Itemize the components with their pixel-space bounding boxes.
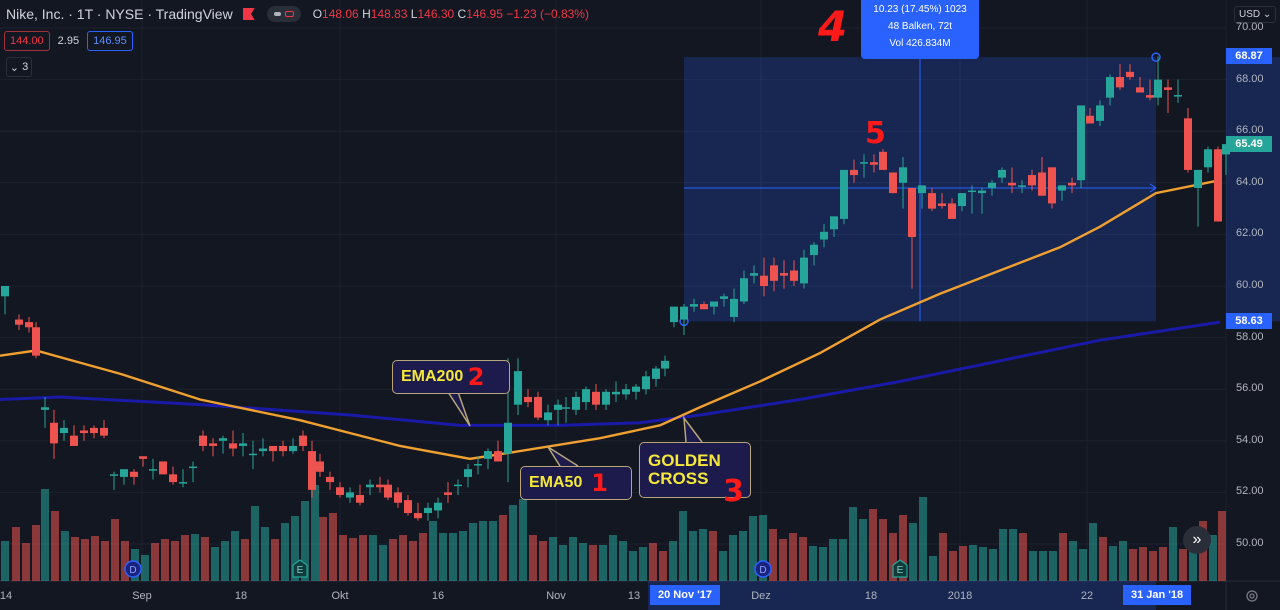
price-axis-label: 52.00 <box>1236 485 1264 498</box>
visibility-toggle[interactable] <box>266 6 301 22</box>
range-end-date-tag: 31 Jan '18 <box>1123 585 1192 605</box>
price-axis-label: 60.00 <box>1236 279 1264 291</box>
buy-button[interactable]: 146.95 <box>87 31 133 51</box>
dividend-marker[interactable]: D <box>754 560 772 578</box>
time-axis-label: Okt <box>331 590 349 602</box>
ohlc-values: O148.06 H148.83 L146.30 C146.95 −1.23 (−… <box>312 7 589 21</box>
range-start-date-tag: 20 Nov '17 <box>650 585 720 605</box>
price-axis-label: 58.00 <box>1236 330 1264 343</box>
price-axis-label: 64.00 <box>1236 175 1264 188</box>
settings-gear-icon[interactable] <box>1244 588 1260 604</box>
golden-cross-callout[interactable]: GOLDEN CROSS 3 <box>639 442 751 507</box>
price-axis-label: 66.00 <box>1236 124 1264 137</box>
scroll-to-realtime-button[interactable]: » <box>1183 526 1211 554</box>
wave-icon <box>284 11 294 17</box>
minus-icon <box>273 12 281 16</box>
time-axis-label: Sep <box>132 590 152 602</box>
spread-value: 2.95 <box>57 35 80 47</box>
price-axis-label: 54.00 <box>1236 433 1264 446</box>
price-axis-label: 56.00 <box>1236 382 1264 395</box>
svg-text:E: E <box>897 565 904 576</box>
measure-tooltip: 10.23 (17.45%) 1023 48 Balken, 72t Vol 4… <box>861 0 979 59</box>
time-axis-label: 13 <box>627 590 641 602</box>
trade-row: 144.00 2.95 146.95 <box>4 31 133 51</box>
time-axis-label: 22 <box>1080 590 1094 602</box>
time-axis-label: 16 <box>431 590 445 602</box>
price-change: −1.23 (−0.83%) <box>506 7 589 21</box>
time-axis-label: 14 <box>0 590 13 602</box>
price-axis-label: 50.00 <box>1236 537 1264 549</box>
price-axis-label: 68.00 <box>1236 72 1264 85</box>
earnings-marker[interactable]: E <box>892 559 908 578</box>
time-axis-label: Nov <box>546 590 566 602</box>
svg-text:D: D <box>129 565 136 576</box>
range-bottom-price-tag: 58.63 <box>1226 313 1272 329</box>
time-axis-label: 18 <box>864 590 878 602</box>
flag-icon[interactable] <box>242 8 255 20</box>
ema200-callout[interactable]: EMA200 2 <box>392 360 510 394</box>
time-axis-label: Dez <box>751 590 771 602</box>
indicators-collapse-button[interactable]: ⌄ 3 <box>6 57 32 77</box>
svg-text:D: D <box>759 565 766 576</box>
svg-text:E: E <box>297 565 304 576</box>
symbol-legend: Nike, Inc. · 1T · NYSE · TradingView O14… <box>6 6 589 22</box>
marker-5: 5 <box>865 116 886 151</box>
price-axis-label: 62.00 <box>1236 227 1264 240</box>
sell-button[interactable]: 144.00 <box>4 31 50 51</box>
marker-4: 4 <box>818 2 848 51</box>
time-axis-label: 2018 <box>947 590 973 602</box>
last-price-tag: 65.49 <box>1226 136 1272 152</box>
symbol-title[interactable]: Nike, Inc. · 1T · NYSE · TradingView <box>6 6 233 22</box>
time-axis-label: 18 <box>234 590 248 602</box>
currency-dropdown[interactable]: USD ⌄ <box>1234 6 1277 23</box>
dividend-marker[interactable]: D <box>124 560 142 578</box>
chevron-down-icon: ⌄ <box>9 61 20 74</box>
earnings-marker[interactable]: E <box>292 559 308 578</box>
price-axis-label: 70.00 <box>1236 21 1264 33</box>
range-top-price-tag: 68.87 <box>1226 48 1272 64</box>
ema50-callout[interactable]: EMA50 1 <box>520 466 632 500</box>
